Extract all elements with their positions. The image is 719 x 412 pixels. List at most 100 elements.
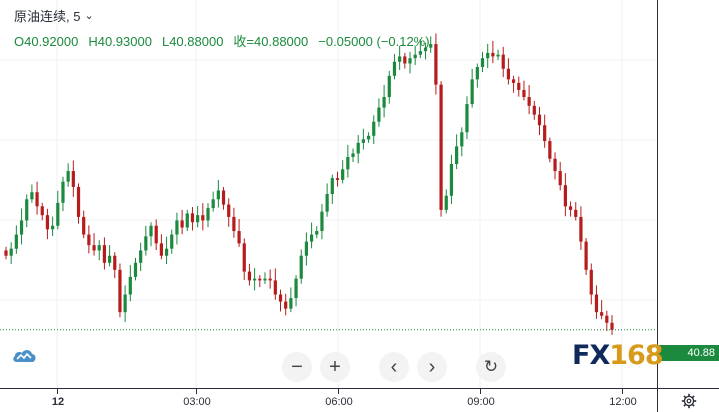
candle-body bbox=[113, 255, 117, 270]
settings-button[interactable] bbox=[657, 388, 719, 412]
candle-body bbox=[190, 213, 195, 223]
candle-body bbox=[491, 52, 495, 57]
reset-chart-button[interactable]: ↻ bbox=[476, 352, 506, 382]
candlestick-chart[interactable] bbox=[0, 0, 657, 388]
candle-body bbox=[159, 243, 163, 256]
ohlc-values: O40.92000 H40.93000 L40.88000 收=40.88000… bbox=[14, 29, 430, 54]
candle-body bbox=[335, 178, 340, 180]
candle-body bbox=[346, 156, 350, 170]
candle-body bbox=[309, 234, 314, 242]
candle-body bbox=[185, 213, 189, 228]
candle-body bbox=[418, 51, 422, 55]
candle-body bbox=[486, 52, 490, 59]
candle-body bbox=[610, 322, 614, 330]
gear-icon bbox=[681, 393, 696, 408]
time-axis[interactable]: 12 03:00 06:00 09:00 12:00 bbox=[0, 388, 657, 412]
candle-body bbox=[304, 241, 309, 256]
candle-body bbox=[506, 68, 511, 80]
candle-body bbox=[361, 139, 365, 143]
chevron-down-icon[interactable]: ⌄ bbox=[84, 10, 94, 22]
candle-body bbox=[527, 97, 531, 106]
candle-body bbox=[341, 169, 345, 180]
scroll-left-button[interactable]: ‹ bbox=[379, 352, 409, 382]
zoom-in-button[interactable]: + bbox=[320, 352, 350, 382]
candle-body bbox=[501, 54, 505, 69]
candle-body bbox=[19, 220, 24, 235]
candle-body bbox=[92, 245, 96, 251]
logo-168: 168 bbox=[609, 340, 663, 371]
logo-fx: FX bbox=[572, 340, 610, 371]
candle-body bbox=[600, 312, 604, 316]
candle-body bbox=[537, 114, 542, 126]
fx168-logo: FX 168 bbox=[572, 340, 664, 371]
candle-body bbox=[242, 243, 246, 272]
candle-body bbox=[423, 47, 428, 52]
time-tick-label: 03:00 bbox=[183, 396, 211, 408]
candle-body bbox=[553, 158, 557, 172]
candle-body bbox=[475, 67, 479, 80]
candle-body bbox=[387, 75, 391, 97]
candle-body bbox=[320, 211, 324, 232]
chart-plot-area[interactable] bbox=[0, 0, 657, 388]
cloud-icon bbox=[13, 350, 36, 362]
candle-body bbox=[522, 89, 526, 97]
zoom-out-button[interactable]: − bbox=[282, 352, 312, 382]
last-price-tag: 40.88 bbox=[657, 345, 719, 361]
candle-body bbox=[258, 278, 262, 281]
candle-body bbox=[82, 216, 86, 235]
candle-body bbox=[558, 171, 562, 186]
time-tick bbox=[196, 389, 197, 394]
candle-body bbox=[392, 61, 397, 76]
candle-body bbox=[496, 54, 500, 57]
candle-body bbox=[211, 199, 215, 209]
candle-body bbox=[465, 104, 469, 133]
candle-body bbox=[123, 294, 127, 313]
candle-body bbox=[315, 231, 319, 235]
symbol-legend: 原油连续, 5 ⌄ O40.92000 H40.93000 L40.88000 … bbox=[14, 4, 430, 54]
close-value: 收=40.88000 bbox=[233, 34, 309, 49]
candle-body bbox=[206, 208, 210, 221]
candle-body bbox=[382, 97, 386, 108]
candle-body bbox=[294, 278, 298, 299]
candle-body bbox=[97, 245, 101, 251]
candle-body bbox=[278, 294, 283, 302]
candle-body bbox=[180, 220, 184, 228]
time-tick-label: 09:00 bbox=[467, 396, 495, 408]
high-value: H40.93000 bbox=[88, 34, 152, 49]
candle-body bbox=[253, 278, 257, 281]
candle-body bbox=[133, 262, 138, 277]
candle-body bbox=[170, 234, 174, 249]
candle-body bbox=[221, 190, 226, 205]
candle-body bbox=[51, 225, 55, 230]
candle-body bbox=[284, 301, 288, 309]
time-tick-label: 06:00 bbox=[325, 396, 353, 408]
candle-body bbox=[87, 234, 91, 246]
candle-body bbox=[66, 171, 70, 182]
time-tick bbox=[57, 389, 58, 394]
candle-body bbox=[25, 199, 29, 221]
candle-body bbox=[429, 44, 433, 48]
candle-body bbox=[568, 206, 573, 210]
candle-body bbox=[118, 269, 122, 313]
candle-body bbox=[289, 298, 293, 309]
candle-body bbox=[563, 185, 567, 207]
low-value: L40.88000 bbox=[161, 34, 224, 49]
symbol-row[interactable]: 原油连续, 5 ⌄ bbox=[14, 4, 430, 29]
candle-body bbox=[372, 121, 376, 136]
scroll-right-button[interactable]: › bbox=[417, 352, 447, 382]
candle-body bbox=[584, 241, 588, 270]
candle-body bbox=[434, 44, 438, 85]
candle-body bbox=[439, 84, 443, 210]
time-tick bbox=[480, 389, 481, 394]
price-axis[interactable] bbox=[657, 0, 719, 388]
candle-body bbox=[548, 141, 552, 159]
candle-body bbox=[444, 195, 448, 210]
cloud-button[interactable] bbox=[9, 343, 39, 367]
symbol-name[interactable]: 原油连续, 5 bbox=[14, 9, 81, 24]
candle-body bbox=[377, 107, 381, 122]
candle-body bbox=[325, 194, 329, 212]
time-tick bbox=[338, 389, 339, 394]
candle-body bbox=[460, 132, 464, 147]
candle-body bbox=[273, 280, 277, 295]
